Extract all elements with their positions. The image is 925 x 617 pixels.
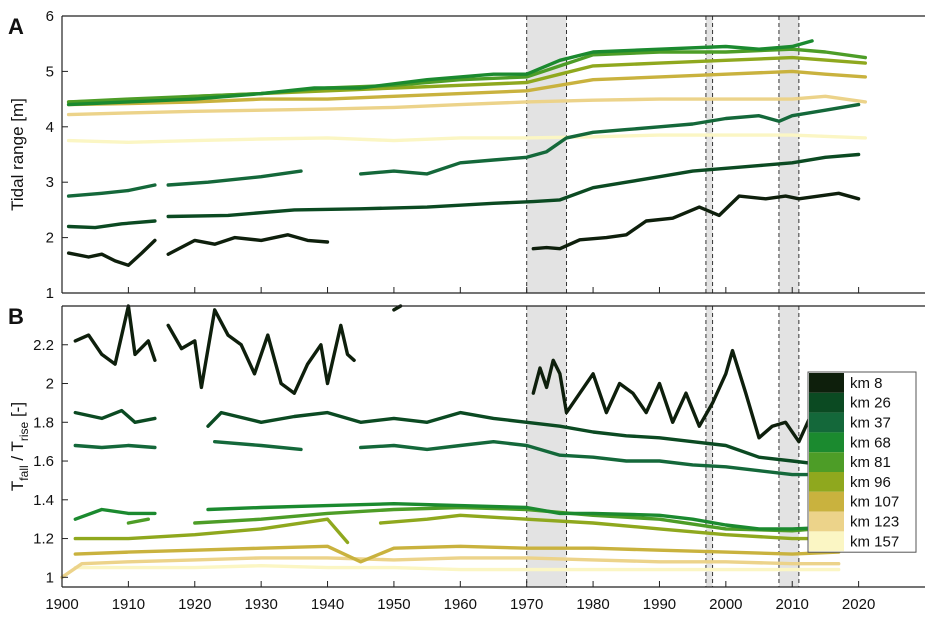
series-line	[73, 517, 350, 545]
series-line	[66, 47, 867, 104]
series-line	[73, 564, 841, 572]
series-line	[392, 304, 403, 312]
y-tick-label: 1.4	[33, 492, 54, 509]
series-line	[73, 507, 157, 521]
y-axis-label: Tidal range [m]	[8, 98, 27, 211]
legend-swatch	[809, 373, 844, 393]
series-line	[73, 304, 157, 366]
y-axis-label-part: / T	[8, 441, 27, 465]
x-tick-label: 2010	[776, 596, 809, 613]
y-tick-label: 1.2	[33, 531, 54, 548]
y-axis-label-part: fall	[17, 465, 31, 480]
series-line	[73, 544, 841, 564]
y-axis-label: Tfall / Trise [-]	[8, 402, 31, 491]
y-axis-label-part: T	[8, 481, 27, 491]
y-tick-label: 1.6	[33, 453, 54, 470]
series-line	[73, 408, 157, 424]
series-line	[359, 440, 841, 479]
series-line	[206, 410, 841, 467]
series-line	[193, 505, 841, 533]
series-line	[66, 183, 157, 198]
series-line	[66, 219, 157, 230]
x-tick-label: 2000	[709, 596, 742, 613]
legend-label: km 123	[850, 514, 899, 531]
legend-swatch	[809, 491, 844, 512]
y-tick-label: 6	[46, 8, 54, 25]
series-line	[166, 233, 330, 256]
panel-letter: B	[8, 304, 24, 329]
x-tick-label: 1920	[178, 596, 211, 613]
legend-swatch	[809, 531, 844, 552]
x-tick-label: 1990	[643, 596, 676, 613]
legend-label: km 107	[850, 494, 899, 511]
shaded-period	[778, 16, 799, 293]
y-tick-label: 2.2	[33, 337, 54, 354]
series-line	[60, 556, 841, 579]
y-tick-label: 5	[46, 63, 54, 80]
series-line	[531, 191, 861, 251]
shaded-period	[705, 306, 713, 587]
series-line	[66, 69, 867, 107]
x-tick-label: 1950	[377, 596, 410, 613]
shaded-period	[705, 16, 713, 293]
legend-label: km 26	[850, 395, 891, 412]
x-tick-label: 1940	[311, 596, 344, 613]
panel-letter: A	[8, 14, 24, 39]
y-tick-label: 4	[46, 119, 54, 136]
legend-swatch	[809, 432, 844, 453]
x-tick-label: 1910	[112, 596, 145, 613]
series-line	[378, 513, 841, 541]
x-tick-label: 1970	[510, 596, 543, 613]
y-tick-label: 2	[46, 376, 54, 393]
legend-label: km 37	[850, 415, 891, 432]
legend-swatch	[809, 452, 844, 472]
series-line	[531, 348, 841, 453]
shaded-period	[778, 306, 799, 587]
series-line	[359, 102, 861, 176]
series-line	[166, 152, 861, 219]
x-tick-label: 1900	[45, 596, 78, 613]
series-line	[166, 308, 356, 395]
series-line	[212, 440, 303, 452]
series-line	[166, 169, 303, 187]
series-line	[126, 517, 151, 525]
y-axis-label-part: [-]	[8, 402, 27, 422]
legend-label: km 96	[850, 474, 891, 491]
legend-label: km 68	[850, 434, 891, 451]
legend-swatch	[809, 511, 844, 532]
series-line	[66, 133, 867, 145]
legend: km 8 km 26 km 37 km 68 km 81 km 96 km 107 km 12…	[807, 371, 917, 553]
series-line	[66, 238, 157, 267]
panel-a: 1 2 3 4 5 6 A Tidal range [m]	[8, 8, 925, 302]
legend-swatch	[809, 412, 844, 433]
legend-label: km 81	[850, 454, 891, 471]
x-tick-label: 1930	[244, 596, 277, 613]
legend-label: km 8	[850, 375, 883, 392]
legend-swatch	[809, 472, 844, 492]
y-tick-label: 2	[46, 230, 54, 247]
series-line	[206, 502, 841, 531]
y-tick-label: 3	[46, 174, 54, 191]
y-tick-label: 1	[46, 569, 54, 586]
legend-label: km 157	[850, 533, 899, 550]
x-tick-label: 1980	[576, 596, 609, 613]
series-line	[73, 443, 157, 450]
x-tick-label: 1960	[444, 596, 477, 613]
y-tick-label: 1	[46, 285, 54, 302]
y-axis-label-part: rise	[17, 421, 31, 441]
legend-swatch	[809, 392, 844, 413]
x-tick-label: 2020	[842, 596, 875, 613]
panel-b: 1 1.2 1.4 1.6 1.8 2 2.2 1900 1910 1920 1930 1940 195…	[8, 304, 925, 613]
series-line	[66, 94, 867, 117]
y-tick-label: 1.8	[33, 414, 54, 431]
series-line	[66, 39, 814, 107]
